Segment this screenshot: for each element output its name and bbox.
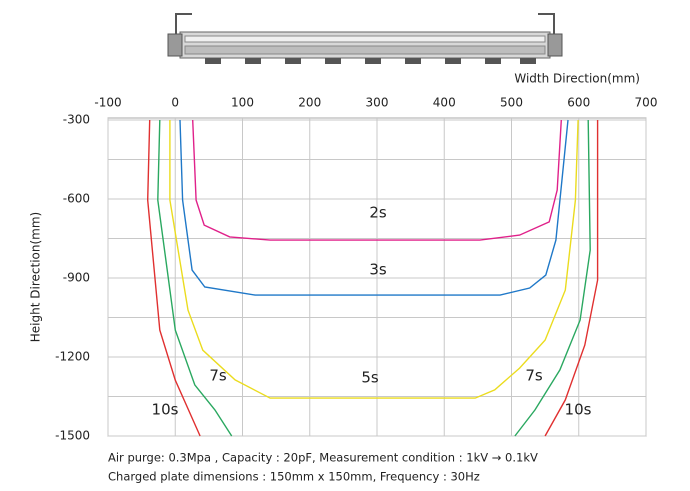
curve [179,119,569,296]
curve-label: 3s [369,261,387,279]
x-tick-label: 600 [567,96,590,110]
curve-label: 7s [209,367,227,385]
curve-label: 5s [361,369,379,387]
x-axis-label: Width Direction(mm) [514,72,640,86]
note: Air purge: 0.3Mpa , Capacity : 20pF, Mea… [108,451,538,465]
x-tick-label: -100 [94,96,121,110]
curve [169,119,579,399]
y-tick-label: -300 [63,113,90,127]
x-tick-label: 500 [500,96,523,110]
y-tick-label: -900 [63,271,90,285]
curve-label: 10s [152,401,179,419]
curve [146,119,599,437]
curve [192,119,562,241]
y-tick-label: -1500 [55,429,90,443]
y-tick-label: -600 [63,192,90,206]
note: Charged plate dimensions : 150mm x 150mm… [108,470,480,484]
x-tick-label: 200 [298,96,321,110]
curve-label: 2s [369,204,387,222]
x-tick-label: 400 [433,96,456,110]
y-tick-label: -1200 [55,350,90,364]
x-tick-label: 100 [231,96,254,110]
x-tick-label: 300 [366,96,389,110]
curve-label: 7s [525,367,543,385]
device-illustration [167,13,563,64]
x-tick-label: 700 [635,96,658,110]
curve [157,119,591,437]
y-axis-label: Height Direction(mm) [29,212,43,342]
x-tick-label: 0 [171,96,179,110]
curve-label: 10s [565,401,592,419]
